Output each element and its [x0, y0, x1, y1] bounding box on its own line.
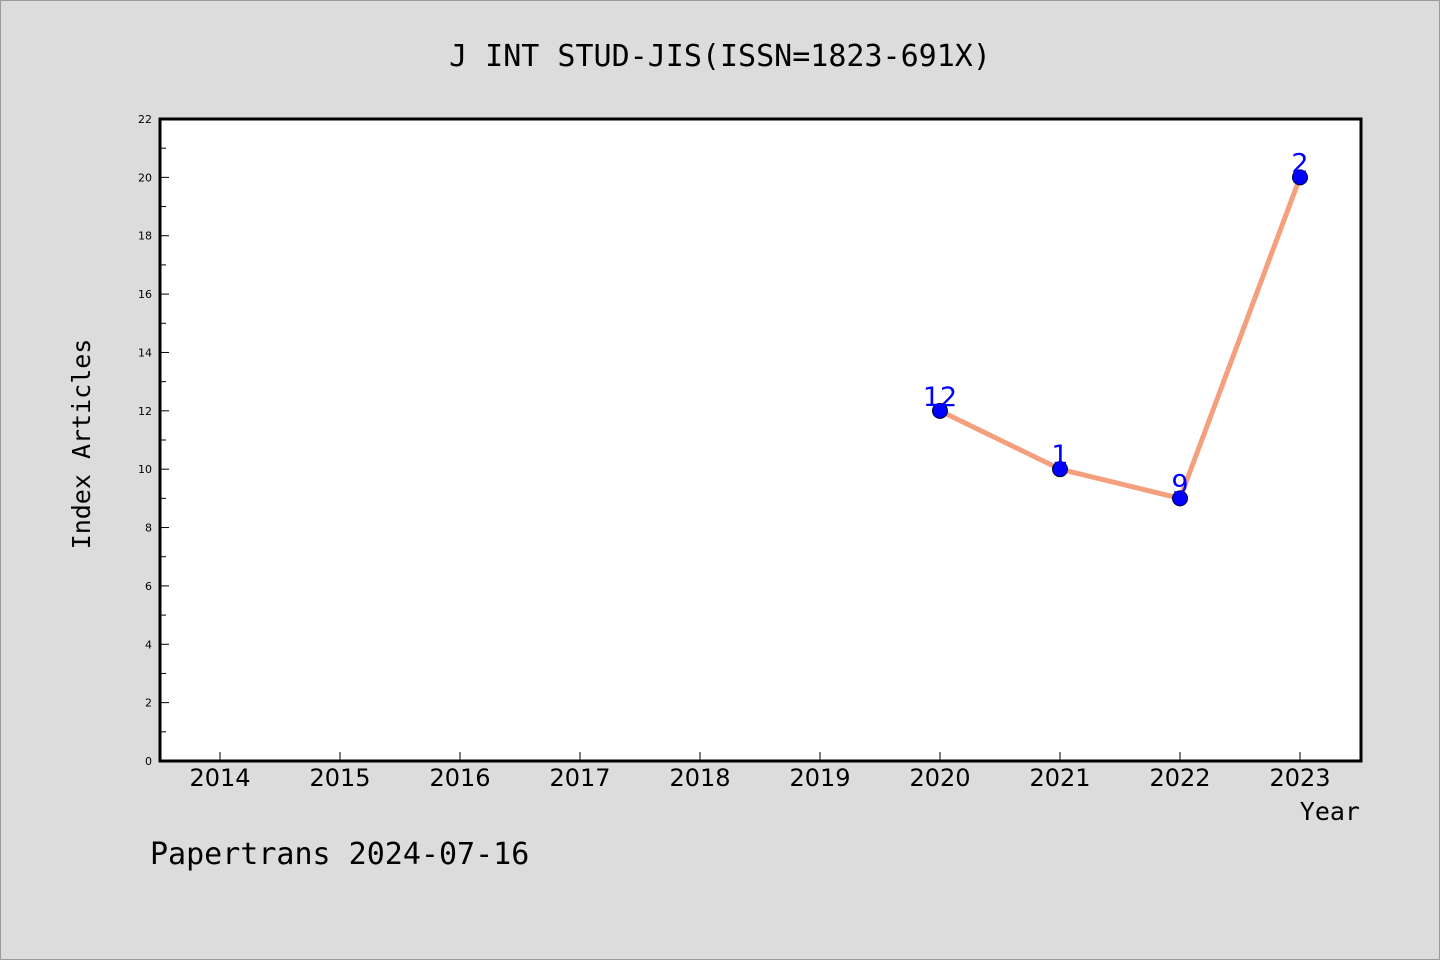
- footer-credit: Papertrans 2024-07-16: [150, 837, 529, 872]
- plot-area: [160, 119, 1361, 761]
- data-label-2023: 2: [1291, 148, 1308, 179]
- y-tick-label: 6: [145, 580, 152, 593]
- plot-border: [158, 117, 1363, 763]
- chart-title: J INT STUD-JIS(ISSN=1823-691X): [449, 39, 991, 74]
- x-tick-label: 2023: [1269, 764, 1330, 792]
- x-tick-label: 2017: [549, 764, 610, 792]
- x-tick-label: 2016: [429, 764, 490, 792]
- y-tick-label: 22: [138, 113, 152, 126]
- x-tick-label: 2019: [789, 764, 850, 792]
- y-tick-label: 0: [145, 755, 152, 768]
- series-layer: 12 1 9 2: [923, 148, 1309, 507]
- data-point-2022: [1172, 490, 1188, 507]
- data-point-2021: [1052, 461, 1068, 478]
- data-label-2020: 12: [923, 382, 957, 413]
- data-label-2022: 9: [1171, 469, 1188, 500]
- y-tick-label: 4: [145, 638, 152, 651]
- data-label-2021: 1: [1051, 440, 1068, 471]
- x-tick-label: 2022: [1149, 764, 1210, 792]
- y-tick-label: 10: [138, 463, 152, 476]
- y-tick-label: 16: [138, 288, 152, 301]
- x-tick-label: 2018: [669, 764, 730, 792]
- series-line: [937, 174, 1303, 501]
- x-axis-ticks: 2014 2015 2016 2017 2018 2019 2020 2021 2022 2023: [189, 752, 1331, 792]
- x-tick-label: 2021: [1029, 764, 1090, 792]
- data-point-2023: [1292, 169, 1308, 186]
- y-axis-label: Index Articles: [67, 339, 96, 550]
- y-axis-ticks: 0 2 4 6 8 10 12 14 16 18 20 22: [138, 113, 169, 768]
- y-tick-label: 2: [145, 697, 152, 710]
- y-tick-label: 18: [138, 230, 152, 243]
- x-axis-label: Year: [1300, 797, 1360, 826]
- y-tick-label: 20: [138, 171, 152, 184]
- x-tick-label: 2020: [909, 764, 970, 792]
- y-tick-label: 12: [138, 405, 152, 418]
- x-tick-label: 2015: [309, 764, 370, 792]
- data-point-2020: [932, 402, 948, 419]
- y-tick-label: 8: [145, 522, 152, 535]
- y-tick-label: 14: [138, 346, 152, 359]
- x-tick-label: 2014: [189, 764, 250, 792]
